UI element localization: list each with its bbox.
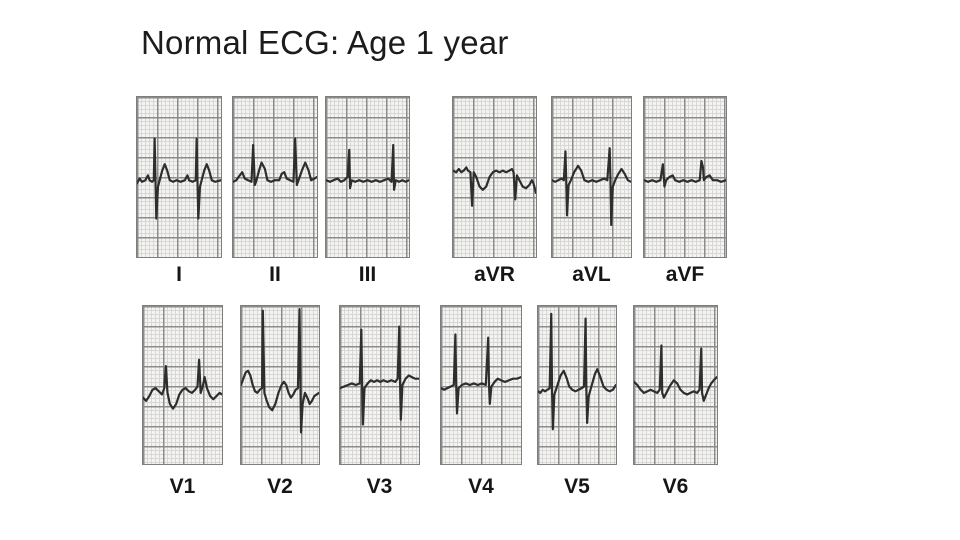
slide-title: Normal ECG: Age 1 year — [141, 24, 509, 61]
ecg-strip-aVR — [452, 96, 537, 258]
ecg-trace-V2 — [241, 306, 319, 464]
ecg-strip-V2 — [240, 305, 320, 465]
ecg-strip-III — [325, 96, 410, 258]
lead-label-aVF: aVF — [665, 263, 705, 286]
ecg-strip-V4 — [440, 305, 522, 465]
ecg-trace-V5 — [538, 306, 616, 464]
ecg-strip-V5 — [537, 305, 617, 465]
lead-label-I: I — [176, 263, 182, 286]
lead-label-V2: V2 — [267, 475, 293, 498]
ecg-trace-V1 — [143, 306, 222, 464]
lead-label-V5: V5 — [564, 475, 590, 498]
lead-label-aVL: aVL — [572, 263, 611, 286]
lead-label-II: II — [269, 263, 281, 286]
ecg-strip-aVL — [551, 96, 632, 258]
ecg-strip-I — [136, 96, 222, 258]
ecg-trace-I — [137, 97, 221, 257]
ecg-strip-aVF — [643, 96, 727, 258]
lead-label-V6: V6 — [662, 475, 689, 498]
lead-label-V4: V4 — [468, 475, 494, 498]
ecg-strip-V3 — [339, 305, 420, 465]
lead-label-III: III — [358, 263, 377, 286]
ecg-trace-III — [326, 97, 409, 257]
lead-label-aVR: aVR — [474, 263, 515, 286]
ecg-trace-V6 — [634, 306, 717, 464]
lead-label-V3: V3 — [366, 475, 393, 498]
ecg-trace-V4 — [441, 306, 521, 464]
ecg-strip-V1 — [142, 305, 223, 465]
ecg-strip-V6 — [633, 305, 718, 465]
ecg-trace-aVF — [644, 97, 726, 257]
ecg-trace-aVR — [453, 97, 536, 257]
ecg-trace-II — [233, 97, 317, 257]
lead-label-V1: V1 — [169, 475, 196, 498]
ecg-strip-II — [232, 96, 318, 258]
ecg-trace-aVL — [552, 97, 631, 257]
ecg-trace-V3 — [340, 306, 419, 464]
